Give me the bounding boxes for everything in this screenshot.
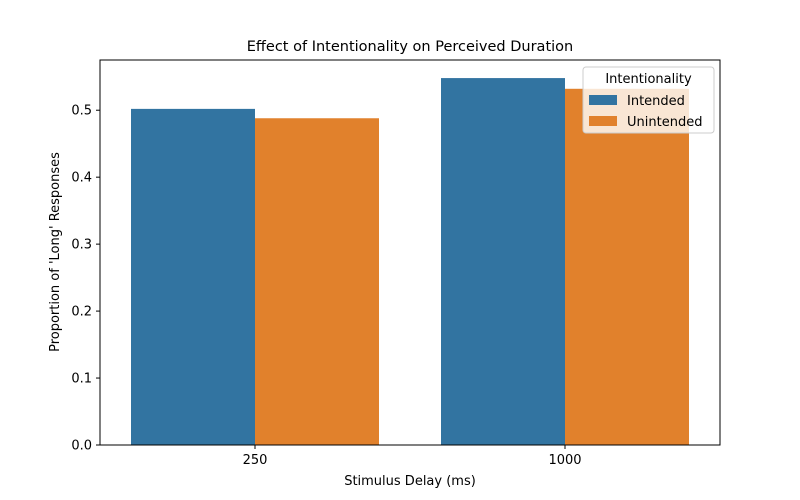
bar-intended-1000	[441, 78, 565, 446]
legend-swatch-intended	[589, 95, 617, 105]
legend: Intentionality Intended Unintended	[582, 66, 715, 134]
legend-title: Intentionality	[605, 72, 692, 87]
x-tick-label: 1000	[548, 453, 581, 468]
bar-intended-250	[131, 108, 255, 445]
legend-swatch-unintended	[589, 116, 617, 126]
x-tick-label: 250	[243, 453, 268, 468]
x-axis-ticks: 250 1000	[243, 445, 582, 468]
y-tick-label: 0.0	[71, 439, 92, 454]
legend-label-unintended: Unintended	[627, 115, 702, 130]
y-axis-label: Proportion of 'Long' Responses	[48, 152, 63, 352]
bars	[131, 78, 689, 446]
y-tick-label: 0.1	[71, 372, 92, 387]
legend-label-intended: Intended	[627, 94, 685, 109]
x-axis-label: Stimulus Delay (ms)	[344, 474, 476, 489]
y-tick-label: 0.2	[71, 305, 92, 320]
plot-frame	[99, 59, 721, 446]
y-tick-label: 0.5	[71, 104, 92, 119]
y-tick-label: 0.4	[71, 171, 92, 186]
chart-title: Effect of Intentionality on Perceived Du…	[247, 39, 573, 55]
y-tick-label: 0.3	[71, 238, 92, 253]
bar-unintended-250	[255, 118, 379, 446]
y-axis-ticks: 0.0 0.1 0.2 0.3 0.4 0.5	[71, 104, 100, 454]
bar-unintended-1000	[565, 88, 689, 445]
